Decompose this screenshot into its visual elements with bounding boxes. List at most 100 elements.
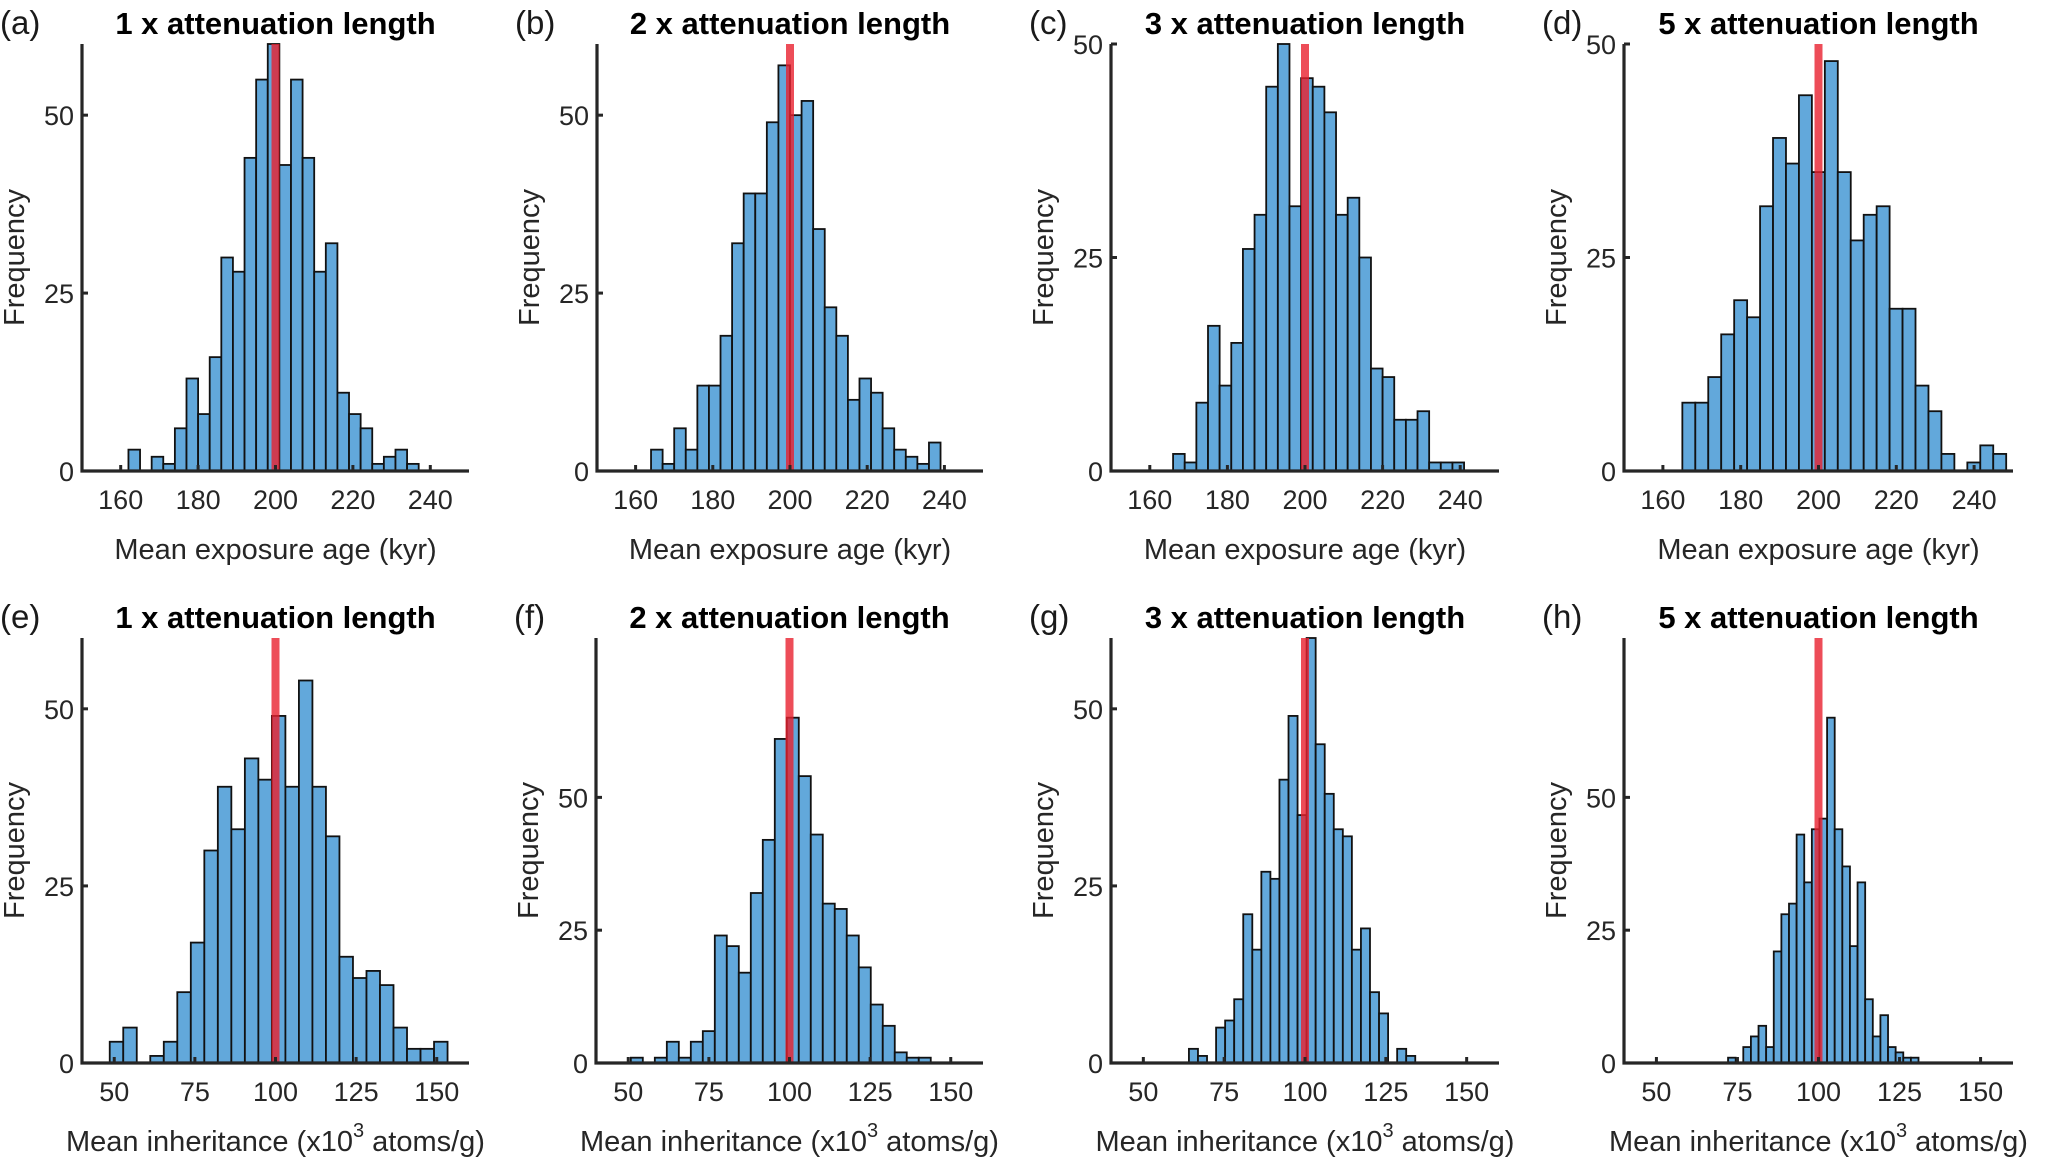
- histogram-bar: [257, 778, 273, 1064]
- x-tick-label: 160: [1640, 485, 1685, 515]
- x-axis-label-main: Mean inheritance (x10: [580, 1126, 867, 1158]
- x-tick-label: 125: [1877, 1077, 1922, 1107]
- x-axis-label-unit: atoms/g): [878, 1126, 999, 1158]
- histogram-bar: [847, 398, 861, 472]
- x-tick-label: 200: [1282, 485, 1327, 515]
- y-tick-label: 50: [1073, 695, 1103, 725]
- histogram-bar: [290, 78, 304, 472]
- panel-label: (d): [1542, 4, 1582, 41]
- y-tick-label: 50: [559, 101, 589, 131]
- panel-a: 0 25 50 160 180 200 220 240 1 x attenuation leng…: [0, 4, 469, 566]
- histogram-bar: [1992, 453, 2008, 472]
- histogram-bar: [833, 908, 848, 1064]
- histogram-bar: [1218, 384, 1233, 472]
- histogram-bar: [1759, 205, 1774, 472]
- panel-title: 5 x attenuation length: [1658, 6, 1978, 41]
- histogram-bar: [809, 833, 824, 1064]
- x-tick-label: 75: [694, 1077, 724, 1107]
- histogram-bar: [1360, 927, 1371, 1064]
- histogram-bar: [1172, 453, 1186, 472]
- histogram-bar: [1370, 367, 1384, 472]
- histogram-bar: [311, 785, 327, 1064]
- histogram-bar: [1927, 410, 1943, 472]
- histogram-bar: [881, 427, 896, 472]
- histogram-bar: [1242, 248, 1256, 472]
- x-tick-label: 75: [1209, 1077, 1239, 1107]
- histogram-bar: [870, 391, 884, 472]
- x-tick-label: 220: [330, 485, 375, 515]
- x-tick-label: 50: [1128, 1077, 1158, 1107]
- histogram-bar: [713, 934, 728, 1064]
- histogram-bar: [650, 448, 664, 472]
- histogram-bar: [406, 1047, 422, 1064]
- panel-label: (b): [515, 4, 555, 41]
- histogram-bar: [749, 892, 764, 1064]
- y-tick-label: 25: [1073, 244, 1103, 274]
- histogram-bar: [324, 242, 339, 472]
- histogram-bar: [1681, 401, 1697, 472]
- x-axis-label: Mean exposure age (kyr): [629, 534, 951, 566]
- histogram-bar: [1350, 948, 1362, 1064]
- histogram-bar: [1757, 1024, 1768, 1064]
- histogram-bar: [301, 156, 316, 472]
- x-tick-label: 150: [1444, 1077, 1489, 1107]
- histogram-bar: [1378, 1012, 1389, 1064]
- histogram-bar: [1862, 213, 1878, 472]
- histogram-bar: [313, 270, 327, 472]
- x-tick-label: 240: [408, 485, 453, 515]
- histogram-bar: [1253, 213, 1268, 472]
- x-axis-label: Mean inheritance (x103 atoms/g): [580, 1120, 999, 1158]
- histogram-bar: [1864, 998, 1874, 1064]
- x-tick-label: 50: [1641, 1077, 1671, 1107]
- histogram-bar: [1836, 171, 1852, 472]
- histogram-bar: [1901, 307, 1917, 472]
- y-tick-label: 0: [1088, 457, 1103, 487]
- reference-line: [1301, 44, 1309, 471]
- panel-title: 2 x attenuation length: [630, 6, 950, 41]
- panel-b: 0 25 50 160 180 200 220 240 2 x attenuation leng…: [514, 4, 983, 566]
- histogram-bar: [1404, 418, 1419, 472]
- histogram-bar: [162, 1040, 179, 1064]
- histogram-bar: [821, 902, 836, 1064]
- y-axis-label: Frequency: [0, 188, 31, 326]
- histogram-bar: [1871, 1035, 1882, 1064]
- y-tick-label: 0: [59, 1049, 74, 1079]
- histogram-bar: [278, 164, 292, 472]
- panel-label: (e): [0, 598, 40, 635]
- panel-title: 3 x attenuation length: [1145, 6, 1465, 41]
- panel-label: (a): [0, 4, 40, 41]
- y-tick-label: 0: [573, 1049, 588, 1079]
- x-tick-label: 160: [1127, 485, 1172, 515]
- histogram-bar: [127, 448, 141, 472]
- histogram-bar: [1393, 418, 1407, 472]
- histogram-bar: [1341, 835, 1353, 1064]
- histogram-bar: [689, 1040, 704, 1064]
- reference-line: [1814, 638, 1823, 1063]
- x-tick-label: 240: [1952, 485, 1997, 515]
- histogram-bar: [122, 1026, 138, 1064]
- panel-title: 1 x attenuation length: [115, 600, 435, 635]
- panel-g: 0 25 50 50 75 100 125 150 3 x attenuation length…: [1028, 598, 1514, 1158]
- x-tick-label: 75: [1722, 1077, 1752, 1107]
- histogram-bar: [419, 1047, 435, 1064]
- histogram-bar: [1742, 1046, 1752, 1064]
- x-axis-label-main: Mean inheritance (x10: [1609, 1126, 1896, 1158]
- histogram-bar: [1826, 716, 1836, 1064]
- histogram-bar: [1230, 341, 1244, 472]
- panel-f: 0 25 50 50 75 100 125 150 2 x attenuation length…: [513, 598, 999, 1158]
- histogram-bar: [325, 835, 341, 1064]
- histogram-bar: [1346, 196, 1361, 472]
- panel-title: 5 x attenuation length: [1658, 600, 1978, 635]
- y-axis-label: Frequency: [513, 781, 545, 919]
- y-tick-label: 0: [1601, 457, 1616, 487]
- histogram-bar: [708, 384, 722, 472]
- y-axis-label: Frequency: [0, 781, 31, 919]
- y-axis-label: Frequency: [1028, 781, 1060, 919]
- histogram-bar: [812, 228, 826, 472]
- histogram-bar: [1879, 1014, 1889, 1064]
- reference-line: [1301, 638, 1309, 1063]
- histogram-bar: [1856, 881, 1867, 1064]
- panel-title: 1 x attenuation length: [115, 6, 435, 41]
- x-tick-label: 75: [180, 1077, 210, 1107]
- histogram-bar: [348, 413, 362, 472]
